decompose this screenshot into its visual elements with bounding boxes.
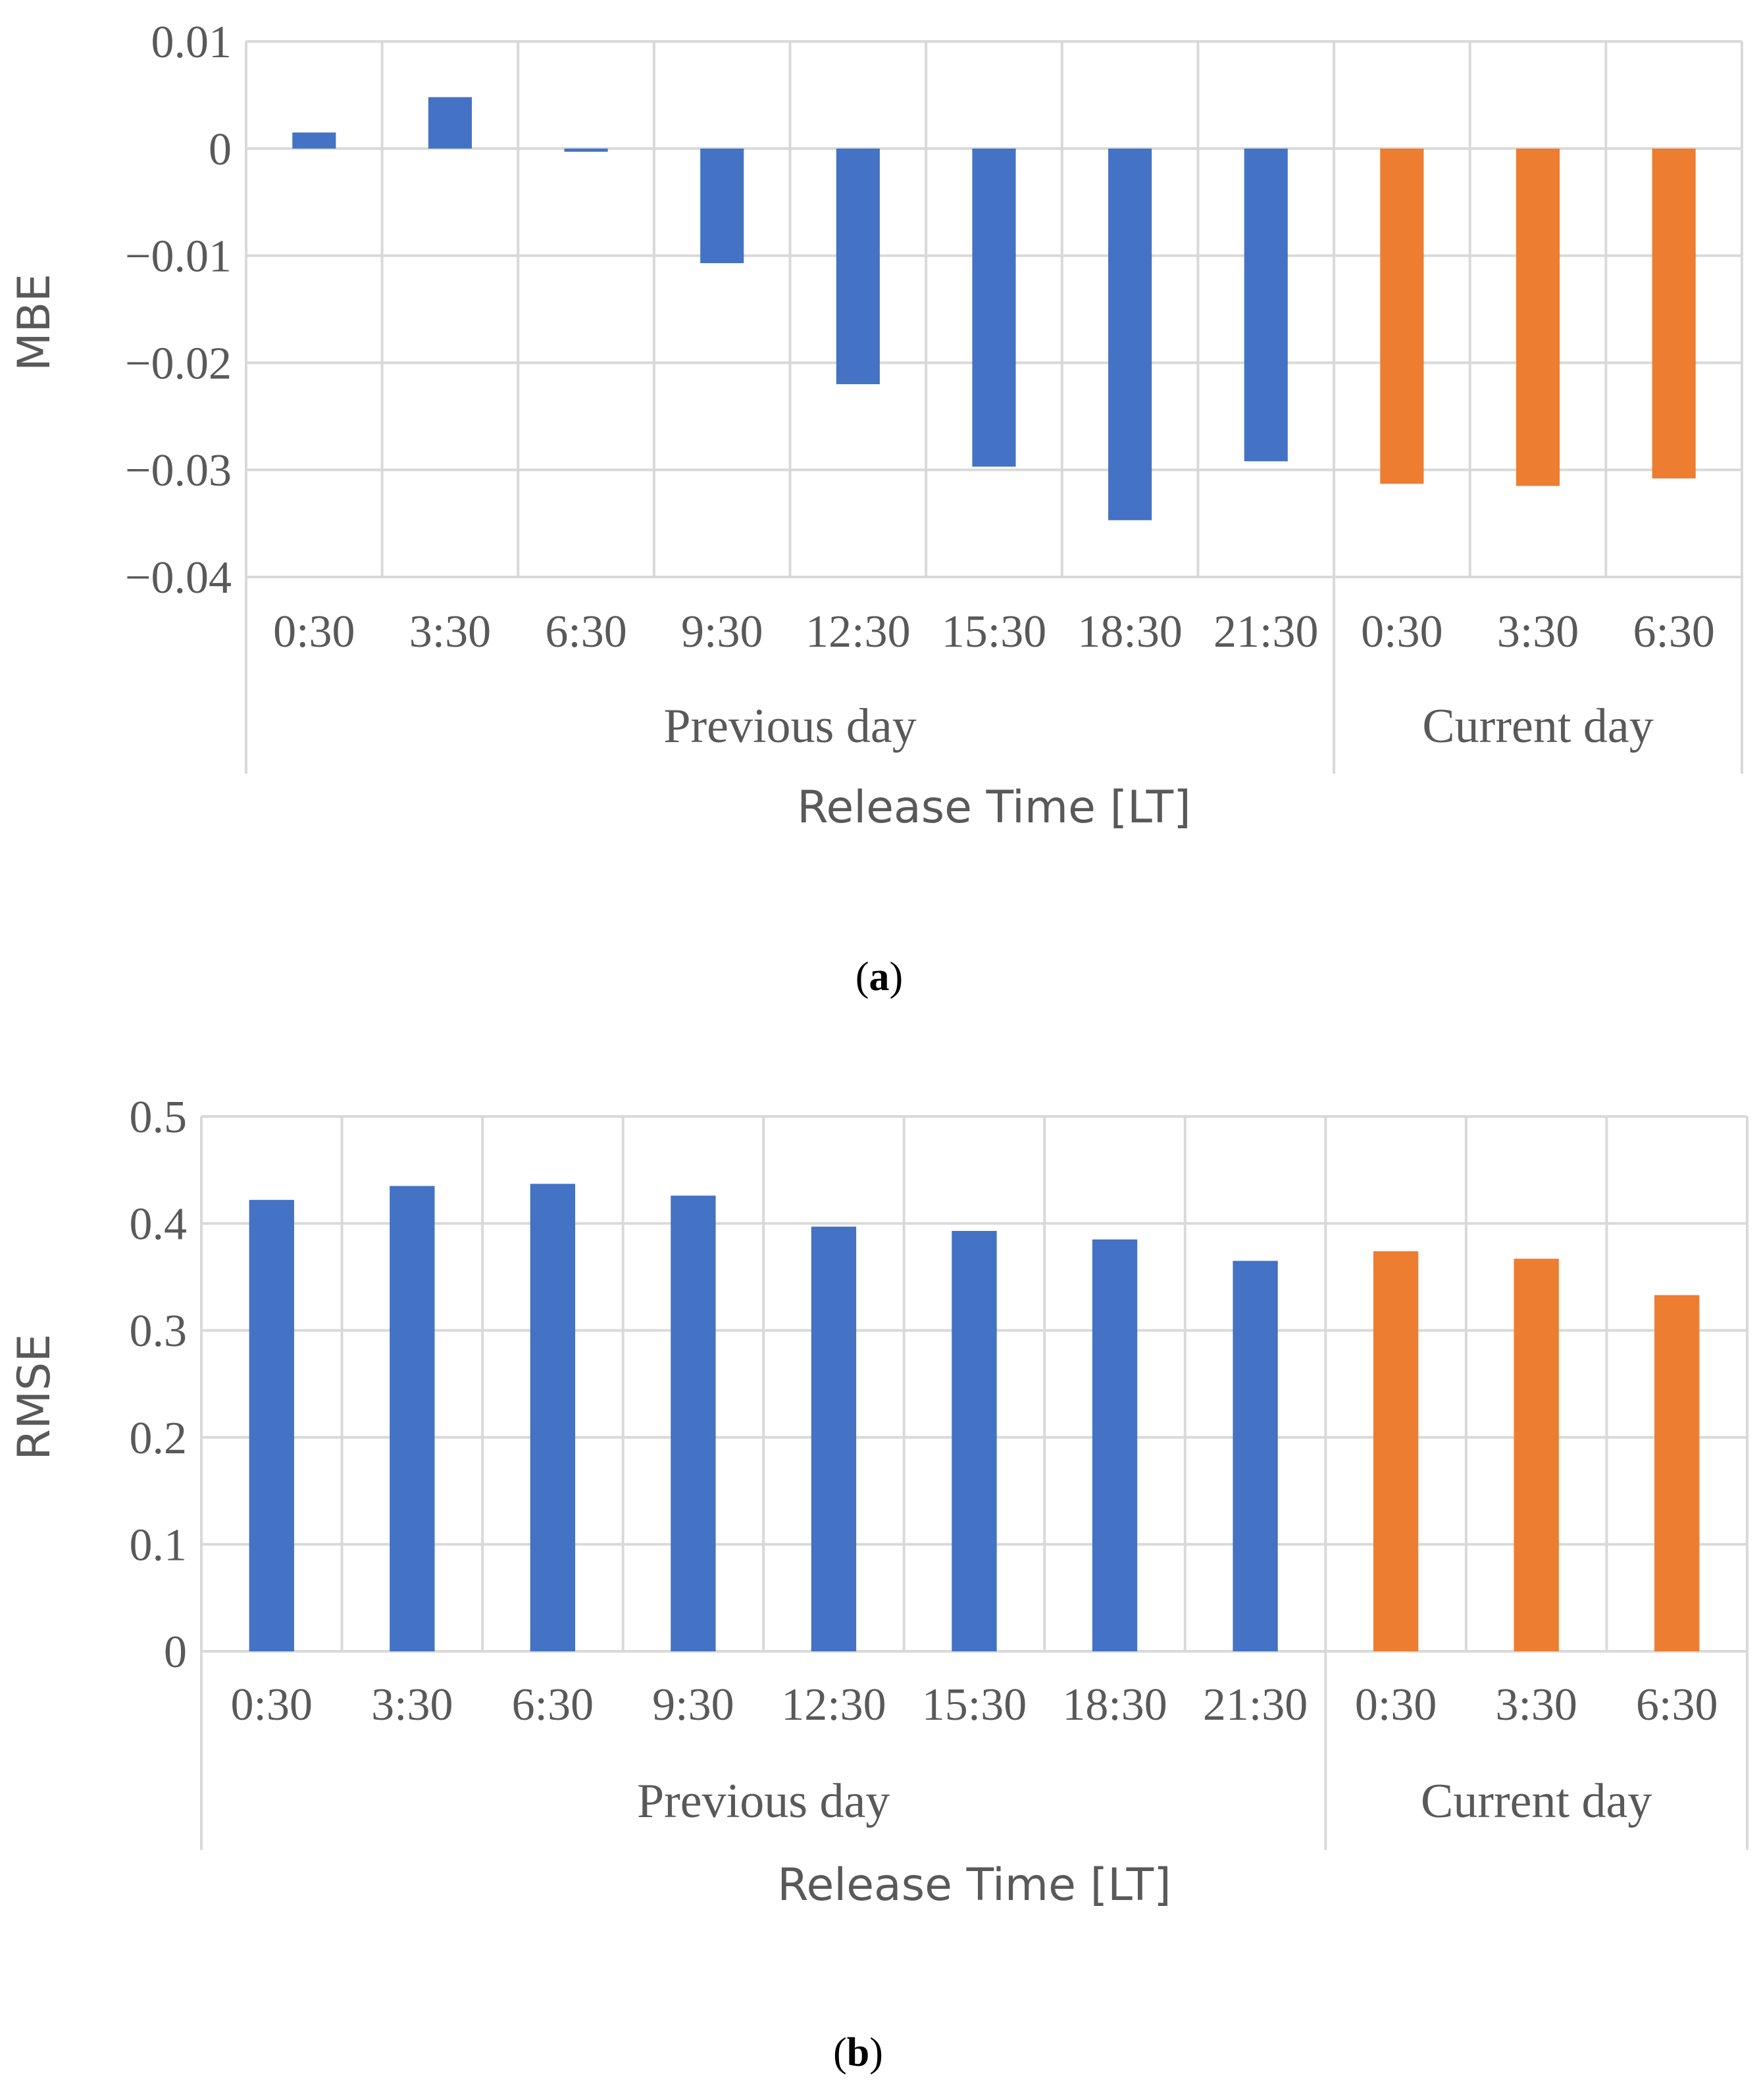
chart-mbe: 0.01 0 −0.01 −0.02 −0.03 −0.04 0:30 3:30 6:30 9:3… <box>9 17 1743 999</box>
bar <box>1244 148 1288 462</box>
bar <box>1092 1239 1138 1651</box>
x-tick-label: 3:30 <box>371 1680 453 1730</box>
y-tick-label: −0.01 <box>125 232 232 282</box>
caption-open: ( <box>833 2030 847 2075</box>
bar <box>811 1226 857 1651</box>
y-tick-label: 0.01 <box>151 17 232 68</box>
x-tick-label: 18:30 <box>1077 607 1182 657</box>
group-label: Previous day <box>663 699 916 753</box>
figure-caption: (a) <box>855 955 903 999</box>
x-tick-label: 21:30 <box>1203 1680 1308 1730</box>
bar <box>1233 1261 1278 1651</box>
bar <box>1654 1295 1700 1651</box>
x-tick-label: 3:30 <box>409 607 491 657</box>
bar <box>428 97 472 149</box>
x-axis-title: Release Time [LT] <box>797 782 1190 834</box>
caption-letter: a <box>869 955 890 999</box>
x-tick-label: 12:30 <box>805 607 910 657</box>
bar <box>1514 1259 1559 1651</box>
x-tick-label: 6:30 <box>545 607 626 657</box>
bar <box>952 1230 997 1651</box>
x-tick-label: 9:30 <box>681 607 763 657</box>
bar <box>564 148 608 152</box>
y-tick-label: 0.4 <box>130 1199 188 1250</box>
y-tick-label: 0.3 <box>130 1306 188 1357</box>
y-tick-label: −0.03 <box>125 445 232 496</box>
y-axis-title: RMSE <box>9 1334 61 1460</box>
x-tick-label: 0:30 <box>273 607 355 657</box>
chart-rmse: 0.5 0.4 0.3 0.2 0.1 0 0:30 3:30 6:30 9:30 12:30 15:… <box>9 1092 1748 2075</box>
x-tick-label: 3:30 <box>1497 607 1579 657</box>
x-tick-label: 6:30 <box>512 1680 594 1730</box>
x-axis-title: Release Time [LT] <box>777 1859 1171 1911</box>
caption-open: ( <box>855 955 869 999</box>
y-tick-label: −0.04 <box>125 553 232 603</box>
caption-letter: b <box>847 2030 869 2075</box>
bar <box>1108 148 1152 520</box>
bar <box>1373 1251 1419 1651</box>
x-tick-label: 0:30 <box>231 1680 313 1730</box>
x-tick-label: 12:30 <box>781 1680 886 1730</box>
bar <box>700 148 744 263</box>
bar <box>1652 148 1696 479</box>
x-tick-label: 3:30 <box>1495 1680 1577 1730</box>
figure-caption: (b) <box>833 2030 883 2075</box>
bar <box>292 132 336 149</box>
y-tick-label: 0 <box>209 124 232 175</box>
y-axis-title: MBE <box>9 274 61 371</box>
x-tick-label: 15:30 <box>922 1680 1027 1730</box>
x-tick-label: 18:30 <box>1062 1680 1167 1730</box>
x-tick-label: 9:30 <box>652 1680 734 1730</box>
group-label: Current day <box>1421 1774 1652 1828</box>
bar <box>390 1186 435 1651</box>
bar <box>671 1195 716 1651</box>
bar <box>249 1199 294 1651</box>
x-tick-label: 15:30 <box>942 607 1046 657</box>
y-tick-label: 0.2 <box>130 1413 188 1464</box>
x-tick-label: 0:30 <box>1361 607 1442 657</box>
caption-close: ) <box>869 2030 883 2075</box>
y-tick-label: 0.5 <box>130 1092 188 1143</box>
group-label: Current day <box>1422 699 1653 753</box>
bar <box>530 1184 576 1651</box>
bar <box>1516 148 1560 486</box>
y-tick-label: 0 <box>164 1627 187 1678</box>
caption-close: ) <box>890 955 904 999</box>
group-label: Previous day <box>637 1774 890 1828</box>
bar <box>836 148 880 384</box>
x-tick-label: 6:30 <box>1636 1680 1718 1730</box>
bar <box>972 148 1016 467</box>
y-tick-label: −0.02 <box>125 338 232 389</box>
x-tick-label: 21:30 <box>1213 607 1318 657</box>
x-tick-label: 0:30 <box>1355 1680 1437 1730</box>
y-tick-label: 0.1 <box>130 1520 188 1570</box>
bar <box>1380 148 1424 484</box>
x-tick-label: 6:30 <box>1633 607 1714 657</box>
